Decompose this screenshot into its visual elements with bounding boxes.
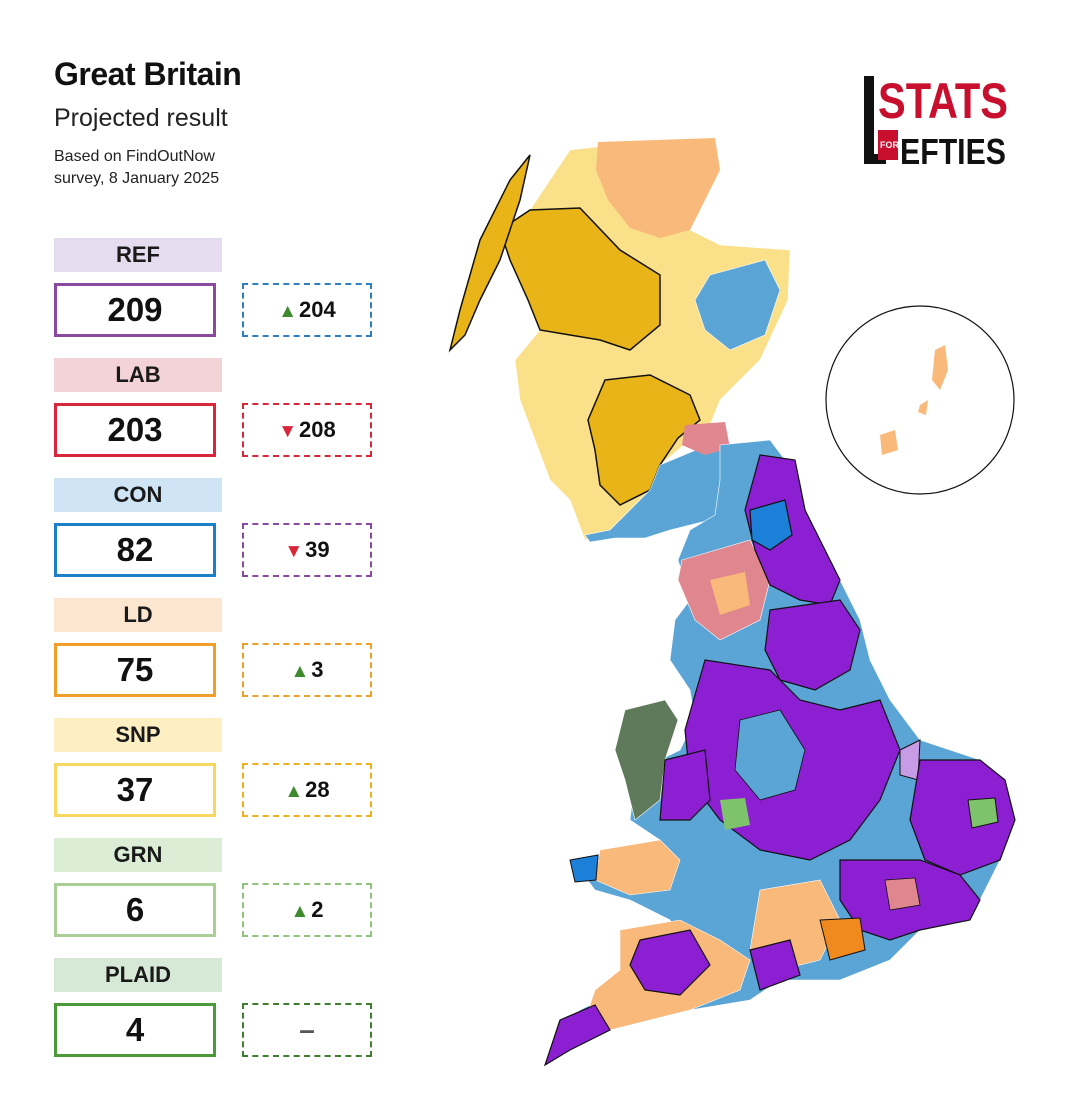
logo-stats-text: STATS — [878, 73, 1008, 129]
party-seat-change: ▲28 — [242, 763, 372, 817]
source-line-1: Based on FindOutNow — [54, 148, 215, 165]
region-south-coast-ref — [749, 939, 801, 991]
party-seats: 82 — [54, 523, 216, 577]
region-wales-plaid — [614, 699, 679, 821]
party-change-value: 28 — [305, 777, 330, 802]
region-highland-west — [499, 207, 661, 351]
source-line-2: survey, 8 January 2025 — [54, 170, 220, 187]
party-label: GRN — [54, 838, 222, 872]
party-seats: 4 — [54, 1003, 216, 1057]
party-row-lab: LAB 203 ▼208 — [54, 358, 384, 466]
party-seat-change: ▼39 — [242, 523, 372, 577]
triangle-down-icon: ▼ — [278, 421, 298, 442]
shetland-inset — [825, 305, 1015, 495]
party-seat-change: ▲204 — [242, 283, 372, 337]
region-wales-green — [720, 798, 750, 830]
triangle-up-icon: ▲ — [278, 301, 298, 322]
region-north-east-con — [749, 499, 793, 551]
party-label: LAB — [54, 358, 222, 392]
region-lothian-lab — [682, 422, 730, 455]
triangle-up-icon: ▲ — [284, 781, 304, 802]
region-devon-ref — [629, 929, 711, 996]
region-highland-north — [596, 138, 720, 238]
party-seat-change: – — [242, 1003, 372, 1057]
party-label: REF — [54, 238, 222, 272]
party-label: CON — [54, 478, 222, 512]
party-seat-change: ▲3 — [242, 643, 372, 697]
logo-efties-text: EFTIES — [900, 131, 1006, 172]
page-subtitle: Projected result — [54, 104, 228, 132]
party-row-plaid: PLAID 4 – — [54, 958, 384, 1066]
region-norwich-green — [967, 797, 999, 829]
region-western-isles — [448, 154, 531, 353]
party-label: PLAID — [54, 958, 222, 992]
party-seats: 209 — [54, 283, 216, 337]
region-wales-ref — [659, 749, 711, 821]
party-seats: 75 — [54, 643, 216, 697]
party-label: LD — [54, 598, 222, 632]
party-row-con: CON 82 ▼39 — [54, 478, 384, 586]
party-row-grn: GRN 6 ▲2 — [54, 838, 384, 946]
logo-for-text: FOR — [880, 140, 899, 150]
party-seat-change: ▲2 — [242, 883, 372, 937]
region-aberdeenshire — [694, 259, 781, 351]
region-south-orange — [819, 917, 866, 961]
party-change-value: 2 — [311, 897, 324, 922]
constituency-map — [448, 137, 1016, 1067]
party-change-value: 204 — [299, 297, 336, 322]
party-seats: 6 — [54, 883, 216, 937]
party-change-value: 208 — [299, 417, 336, 442]
region-midlands-con — [734, 709, 806, 801]
party-change-value: 39 — [305, 537, 330, 562]
party-seat-change: ▼208 — [242, 403, 372, 457]
party-row-ld: LD 75 ▲3 — [54, 598, 384, 706]
party-row-snp: SNP 37 ▲28 — [54, 718, 384, 826]
region-cornwall-ref — [543, 1004, 611, 1067]
triangle-up-icon: ▲ — [290, 901, 310, 922]
triangle-down-icon: ▼ — [284, 541, 304, 562]
region-yorkshire-ref — [764, 599, 861, 691]
party-change-value: 3 — [311, 657, 324, 682]
party-row-ref: REF 209 ▲204 — [54, 238, 384, 346]
region-cumbria-ld — [710, 572, 750, 615]
triangle-up-icon: ▲ — [290, 661, 310, 682]
party-label: SNP — [54, 718, 222, 752]
party-seats: 37 — [54, 763, 216, 817]
stats-for-lefties-logo: STATS FOR EFTIES — [864, 73, 1008, 172]
party-seats: 203 — [54, 403, 216, 457]
region-london-lab — [884, 877, 921, 911]
source-note: Based on FindOutNow survey, 8 January 20… — [54, 146, 314, 190]
region-east-anglia-ref — [909, 759, 1016, 876]
region-pembroke-con — [569, 854, 599, 883]
party-change-value: – — [299, 1014, 315, 1045]
page-title: Great Britain — [54, 56, 242, 92]
shetland-islands — [880, 345, 948, 455]
